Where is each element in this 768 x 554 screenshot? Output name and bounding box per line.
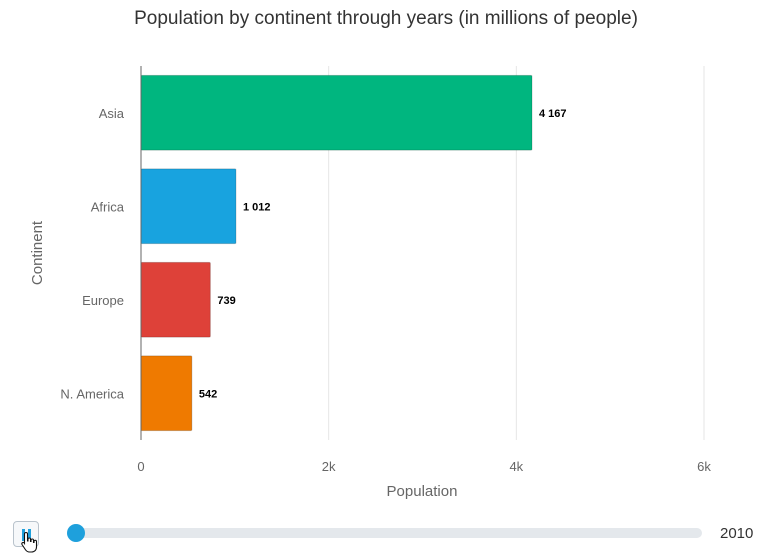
chart: Population by continent through years (i… — [29, 8, 711, 500]
y-tick-label: Asia — [99, 106, 125, 121]
timeline-slider[interactable] — [67, 524, 702, 542]
bar-chart: Population by continent through years (i… — [29, 8, 711, 500]
bar-europe[interactable] — [140, 261, 211, 338]
y-tick-label: N. America — [60, 386, 124, 401]
y-tick-label: Africa — [91, 199, 125, 214]
data-labels: 4 167 1 012 739 542 — [199, 108, 567, 401]
bar-asia[interactable] — [140, 74, 533, 151]
y-axis-title: Continent — [29, 220, 46, 285]
y-axis-labels: Asia Africa Europe N. America — [60, 106, 124, 402]
hand-cursor-icon — [21, 531, 38, 553]
data-label: 542 — [199, 388, 217, 400]
chart-title: Population by continent through years (i… — [134, 8, 638, 29]
bar-n-america[interactable] — [140, 355, 193, 432]
data-label: 739 — [217, 295, 235, 307]
pause-icon — [22, 529, 31, 541]
x-tick-label: 4k — [509, 459, 523, 474]
x-tick-label: 0 — [137, 459, 144, 474]
x-tick-label: 2k — [322, 459, 336, 474]
x-axis-title: Population — [387, 483, 458, 500]
bars — [140, 74, 533, 432]
data-label: 4 167 — [539, 108, 567, 120]
y-tick-label: Europe — [82, 293, 124, 308]
year-label: 2010 — [720, 525, 754, 542]
data-label: 1 012 — [243, 201, 271, 213]
timeline-player: 2010 — [0, 512, 768, 554]
bar-africa[interactable] — [140, 168, 237, 245]
x-axis-labels: 0 2k 4k 6k — [137, 459, 711, 474]
x-tick-label: 6k — [697, 459, 711, 474]
slider-handle[interactable] — [67, 524, 85, 542]
